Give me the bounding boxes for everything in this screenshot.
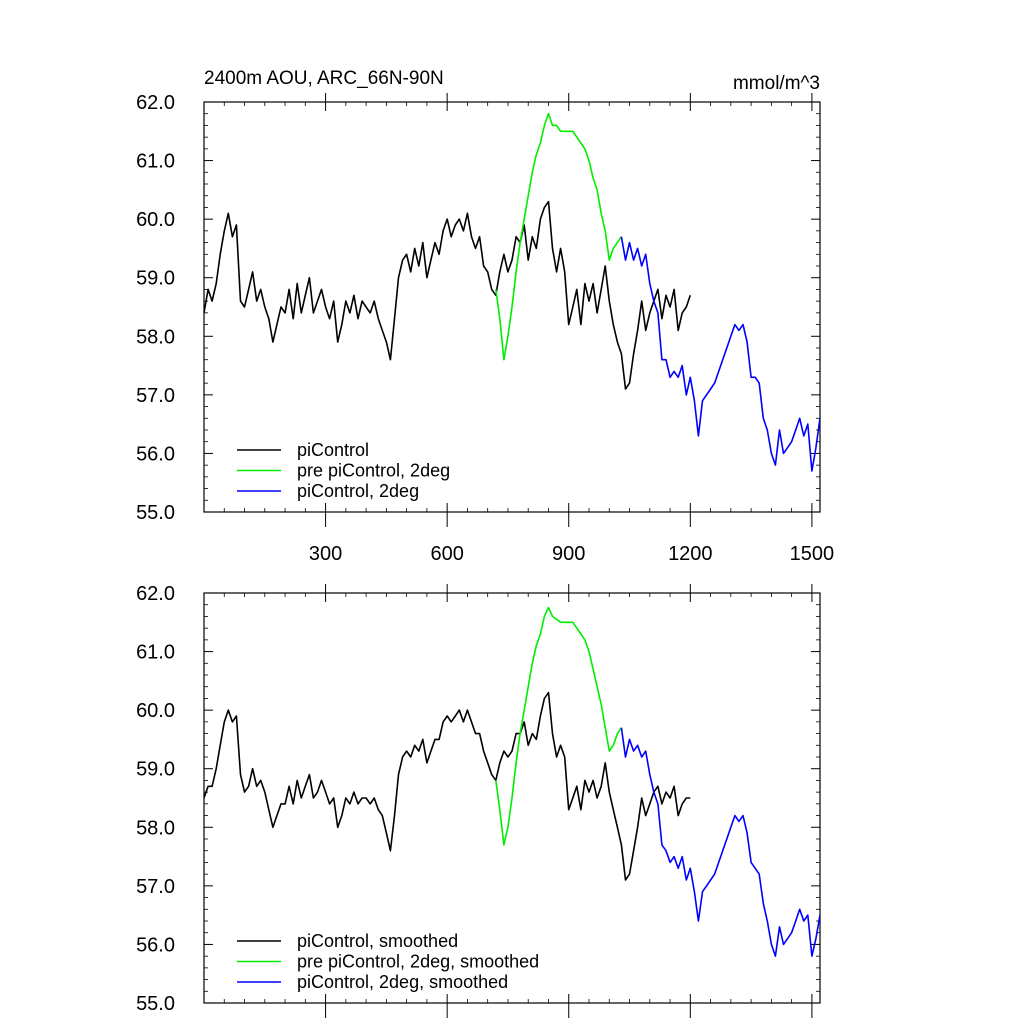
series-line-pre-picontrol-2deg-smoothed [495,606,623,846]
y-tick-label: 57.0 [136,876,175,898]
legend-label: pre piControl, 2deg [297,461,450,481]
legend-label: piControl [297,440,369,460]
x-tick-label: 600 [430,543,463,565]
x-tick-label: 900 [552,543,585,565]
y-tick-label: 62.0 [136,583,175,605]
x-tick-label: 1200 [668,543,713,565]
series-line-picontrol-2deg-smoothed [620,727,820,957]
y-tick-label: 59.0 [136,759,175,781]
series-line-picontrol-2deg [620,236,820,472]
y-tick-label: 56.0 [136,443,175,465]
plot-panel-2: 55.0 56.0 57.0 58.0 59.0 60.0 61.0 62.0 piContro… [136,583,821,1018]
y-tick-label: 55.0 [136,502,175,524]
series-line-pre-picontrol-2deg [495,112,623,361]
x-tick-label: 300 [309,543,342,565]
x-tick-label: 1500 [790,543,835,565]
y-tick-label: 59.0 [136,268,175,290]
y-tick-label: 58.0 [136,817,175,839]
chart-title: 2400m AOU, ARC_66N-90N [204,68,444,89]
units-label: mmol/m^3 [733,73,820,94]
series-line-picontrol [204,200,692,390]
y-tick-label: 56.0 [136,934,175,956]
y-tick-label: 60.0 [136,209,175,231]
plot-panel-1: 55.0 56.0 57.0 58.0 59.0 60.0 61.0 62.0 300 600 90… [136,68,834,565]
y-tick-label: 55.0 [136,993,175,1015]
legend-label: piControl, smoothed [297,931,458,951]
y-tick-label: 61.0 [136,642,175,664]
plot-frame [203,101,821,513]
legend-label: piControl, 2deg [297,481,419,501]
y-tick-label: 61.0 [136,151,175,173]
legend-label: piControl, 2deg, smoothed [297,972,508,992]
y-tick-label: 60.0 [136,700,175,722]
y-tick-label: 57.0 [136,385,175,407]
series-line-picontrol-smoothed [204,691,691,881]
y-tick-label: 62.0 [136,92,175,114]
y-tick-label: 58.0 [136,326,175,348]
legend-label: pre piControl, 2deg, smoothed [297,952,539,972]
